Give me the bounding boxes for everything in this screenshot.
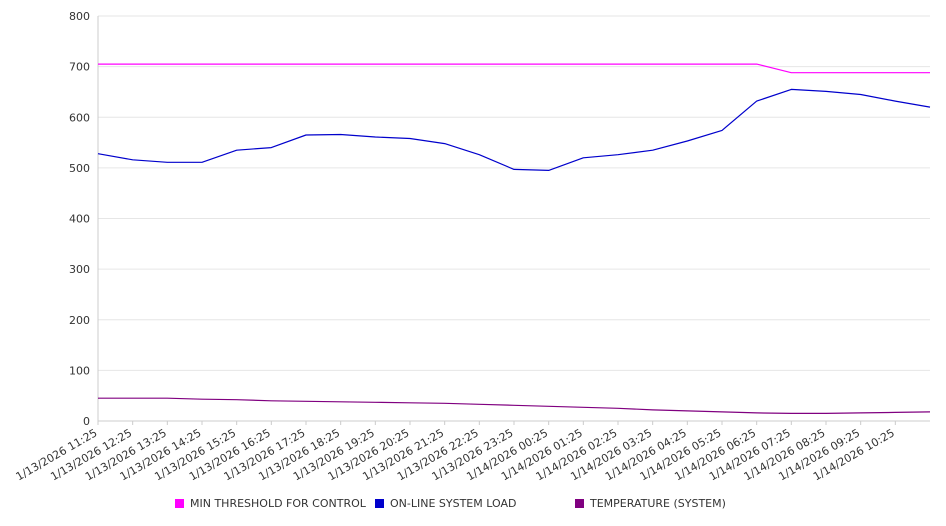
legend-item-min-threshold[interactable]: MIN THRESHOLD FOR CONTROL	[175, 497, 366, 510]
y-tick-label: 400	[69, 213, 90, 226]
series-layer	[97, 63, 931, 414]
series-line-min-threshold-for-control	[98, 63, 930, 74]
y-tick-label: 0	[83, 415, 90, 428]
legend-item-temperature[interactable]: TEMPERATURE (SYSTEM)	[575, 497, 726, 510]
y-tick-label: 600	[69, 111, 90, 124]
legend-swatch-system-load	[375, 499, 384, 508]
legend-item-system-load[interactable]: ON-LINE SYSTEM LOAD	[375, 497, 516, 510]
line-chart: 0 100 200 300 400 500 600 700 800 1/13/2026 11:2…	[14, 10, 931, 483]
y-tick-label: 300	[69, 263, 90, 276]
series-line-temperature-system	[98, 397, 931, 414]
y-tick-label: 100	[69, 364, 90, 377]
legend-label-min-threshold: MIN THRESHOLD FOR CONTROL	[190, 497, 366, 510]
grid-lines	[98, 15, 930, 422]
y-tick-label: 500	[69, 162, 90, 175]
series-line-on-line-system-load	[97, 88, 931, 171]
y-tick-label: 800	[69, 10, 90, 23]
legend-label-temperature: TEMPERATURE (SYSTEM)	[590, 497, 726, 510]
x-axis: 1/13/2026 11:251/13/2026 12:251/13/2026 …	[14, 420, 930, 483]
legend-label-system-load: ON-LINE SYSTEM LOAD	[390, 497, 517, 510]
y-axis: 0 100 200 300 400 500 600 700 800	[69, 10, 99, 428]
y-tick-label: 200	[69, 314, 90, 327]
y-tick-label: 700	[69, 61, 90, 74]
legend-swatch-temperature	[575, 499, 584, 508]
legend: MIN THRESHOLD FOR CONTROL ON-LINE SYSTEM…	[0, 497, 946, 515]
legend-swatch-min-threshold	[175, 499, 184, 508]
